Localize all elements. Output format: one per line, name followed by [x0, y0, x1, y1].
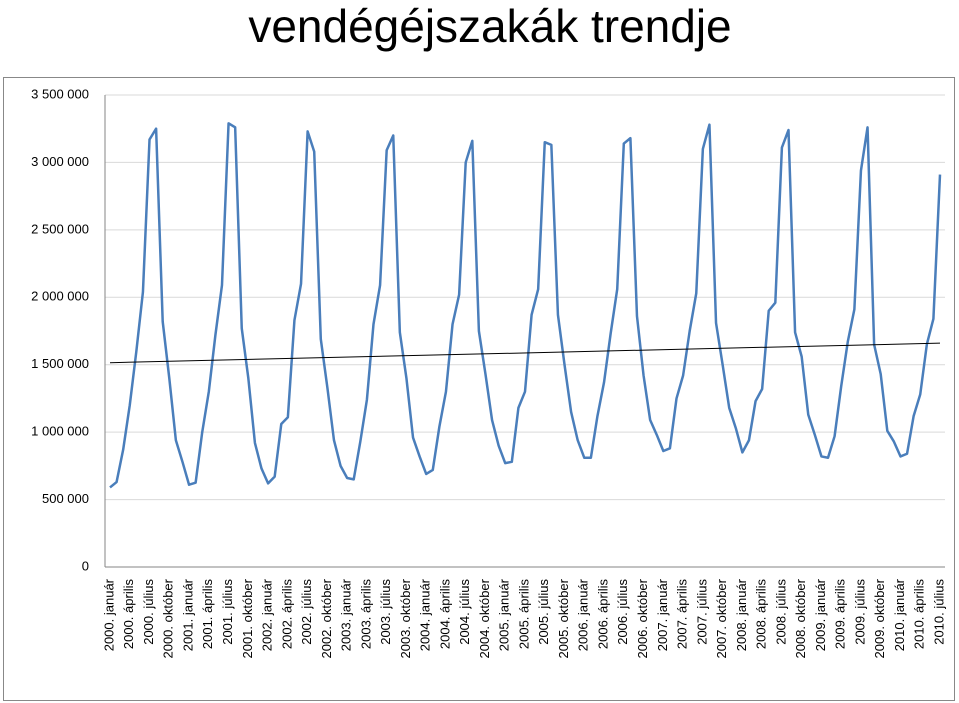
x-tick-label: 2007. január: [655, 578, 670, 651]
x-tick-label: 2010. január: [892, 578, 907, 651]
x-tick-label: 2008. október: [793, 578, 808, 658]
y-tick-label: 3 500 000: [31, 86, 89, 101]
x-tick-label: 2002. január: [260, 578, 275, 651]
y-tick-label: 2 000 000: [31, 289, 89, 304]
x-tick-label: 2005. július: [536, 579, 551, 645]
x-tick-label: 2001. október: [240, 578, 255, 658]
x-tick-label: 2005. október: [556, 578, 571, 658]
x-tick-label: 2009. április: [833, 579, 848, 650]
y-tick-label: 3 000 000: [31, 154, 89, 169]
x-tick-label: 2000. április: [121, 579, 136, 650]
x-tick-label: 2006. október: [635, 578, 650, 658]
x-tick-label: 2006. április: [595, 579, 610, 650]
x-tick-label: 2008. július: [773, 579, 788, 645]
x-tick-label: 2001. július: [220, 579, 235, 645]
x-tick-label: 2006. január: [576, 578, 591, 651]
y-tick-label: 0: [82, 558, 89, 573]
x-tick-label: 2000. október: [161, 578, 176, 658]
x-tick-label: 2004. október: [477, 578, 492, 658]
x-tick-label: 2004. január: [418, 578, 433, 651]
line-series: [109, 122, 942, 489]
y-tick-label: 500 000: [42, 491, 89, 506]
x-tick-label: 2003. július: [378, 579, 393, 645]
x-tick-label: 2005. április: [516, 579, 531, 650]
x-tick-label: 2005. január: [497, 578, 512, 651]
x-tick-label: 2004. július: [457, 579, 472, 645]
x-tick-label: 2003. április: [358, 579, 373, 650]
x-tick-label: 2009. július: [852, 579, 867, 645]
x-tick-label: 2000. július: [141, 579, 156, 645]
x-tick-label: 2001. április: [200, 579, 215, 650]
x-tick-label: 2002. április: [279, 579, 294, 650]
x-tick-label: 2008. április: [754, 579, 769, 650]
x-tick-label: 2006. július: [615, 579, 630, 645]
x-tick-label: 2009. október: [872, 578, 887, 658]
x-tick-label: 2009. január: [813, 578, 828, 651]
x-tick-label: 2004. április: [437, 579, 452, 650]
x-tick-label: 2010. április: [912, 579, 927, 650]
chart-frame: [3, 77, 955, 701]
y-tick-label: 2 500 000: [31, 221, 89, 236]
x-tick-label: 2007. október: [714, 578, 729, 658]
trend-line: [109, 342, 941, 364]
x-tick-label: 2003. január: [339, 578, 354, 651]
x-tick-label: 2007. július: [694, 579, 709, 645]
chart-title: vendégéjszakák trendje: [248, 0, 731, 52]
x-tick-label: 2000. január: [101, 578, 116, 651]
x-tick-label: 2001. január: [180, 578, 195, 651]
x-tick-label: 2008. január: [734, 578, 749, 651]
x-tick-label: 2002. október: [319, 578, 334, 658]
y-tick-label: 1 500 000: [31, 356, 89, 371]
x-tick-label: 2003. október: [398, 578, 413, 658]
y-tick-label: 1 000 000: [31, 424, 89, 439]
x-tick-label: 2010. július: [931, 579, 946, 645]
x-tick-label: 2002. július: [299, 579, 314, 645]
x-tick-label: 2007. április: [675, 579, 690, 650]
